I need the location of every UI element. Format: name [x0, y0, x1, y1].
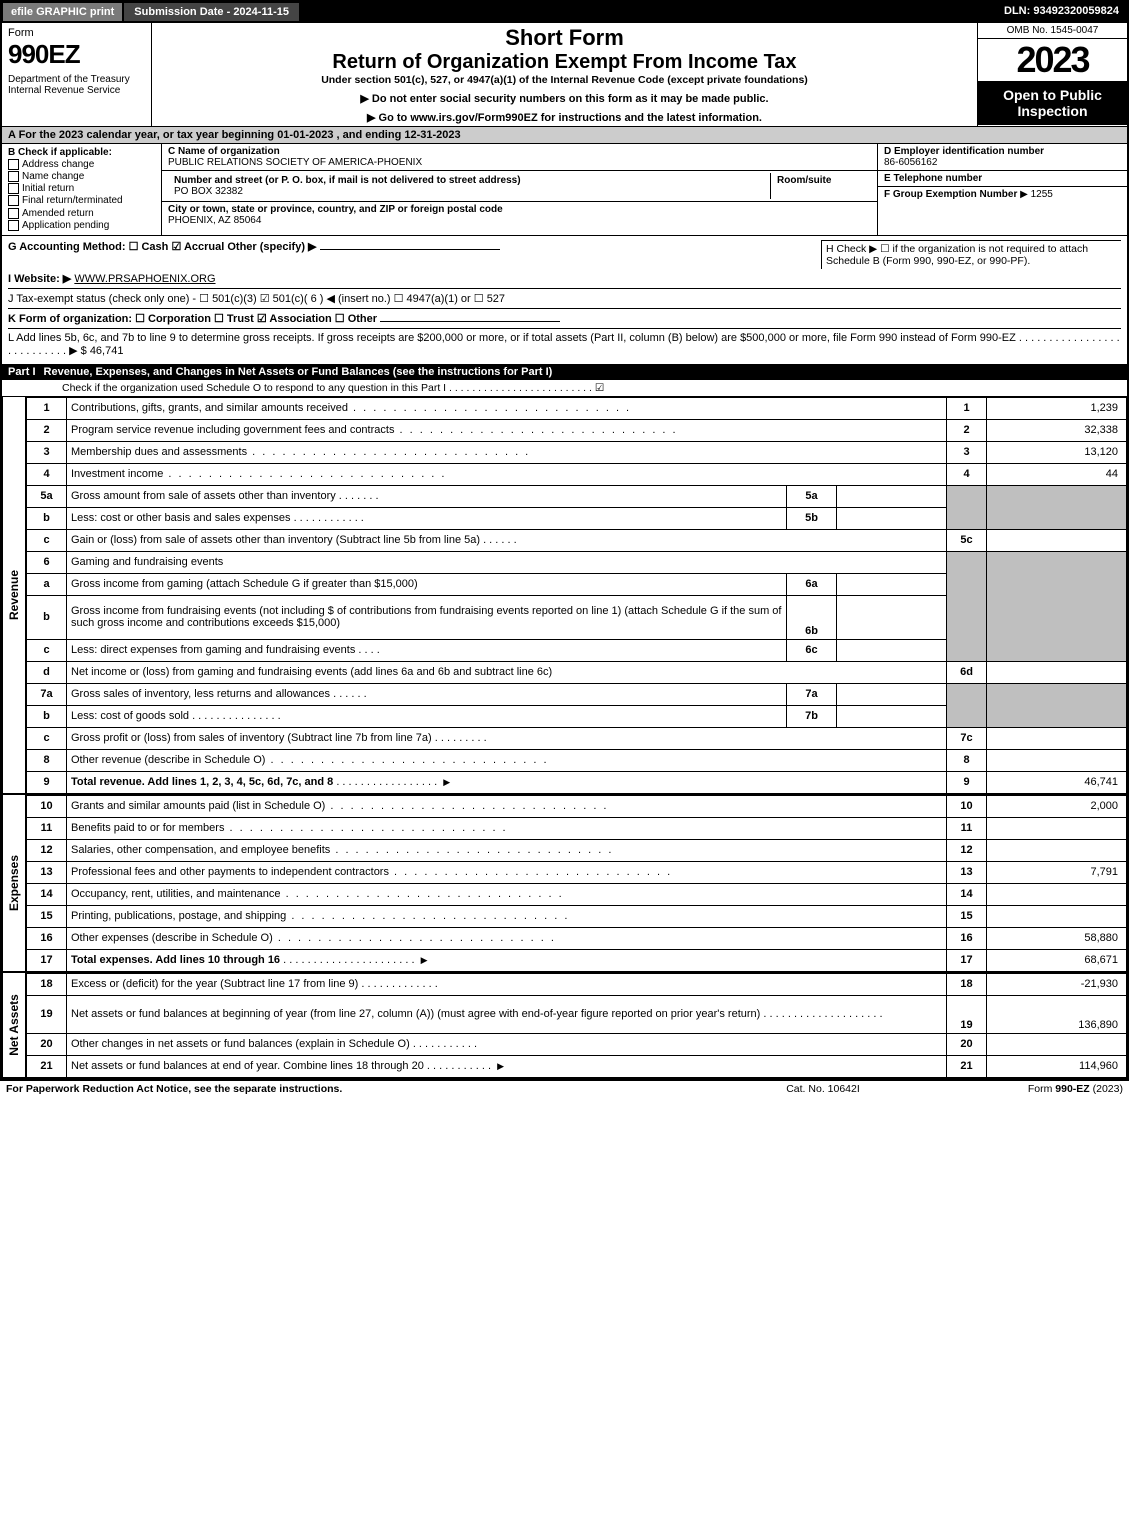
table-row: cGain or (loss) from sale of assets othe… [27, 529, 1127, 551]
chk-final-return[interactable]: Final return/terminated [8, 195, 155, 206]
chk-name-change[interactable]: Name change [8, 171, 155, 182]
c-street-value: PO BOX 32382 [174, 186, 243, 197]
header-center: Short Form Return of Organization Exempt… [152, 23, 977, 126]
table-row: 7aGross sales of inventory, less returns… [27, 683, 1127, 705]
table-row: 13Professional fees and other payments t… [27, 861, 1127, 883]
section-bcdef: B Check if applicable: Address change Na… [2, 143, 1127, 235]
netassets-side-label: Net Assets [2, 973, 26, 1078]
table-row: 4Investment income444 [27, 463, 1127, 485]
form-number: 990EZ [8, 39, 145, 70]
expenses-table: 10Grants and similar amounts paid (list … [26, 795, 1127, 972]
line-j: J Tax-exempt status (check only one) - ☐… [8, 292, 1121, 309]
instr-ssn: ▶ Do not enter social security numbers o… [160, 92, 969, 105]
c-street-label: Number and street (or P. O. box, if mail… [174, 175, 521, 186]
c-city-label: City or town, state or province, country… [168, 204, 503, 215]
c-name-label: C Name of organization [168, 146, 280, 157]
part-title: Revenue, Expenses, and Changes in Net As… [44, 366, 1121, 378]
part-i-subtitle: Check if the organization used Schedule … [2, 380, 1127, 397]
line-a: A For the 2023 calendar year, or tax yea… [2, 126, 1127, 143]
table-row: 8Other revenue (describe in Schedule O)8 [27, 749, 1127, 771]
f-group-label: F Group Exemption Number [884, 189, 1017, 200]
website-link[interactable]: WWW.PRSAPHOENIX.ORG [74, 273, 215, 285]
footer-right: Form 990-EZ (2023) [923, 1083, 1123, 1095]
table-row: dNet income or (loss) from gaming and fu… [27, 661, 1127, 683]
expenses-section: Expenses 10Grants and similar amounts pa… [2, 794, 1127, 972]
header-right: OMB No. 1545-0047 2023 Open to Public In… [977, 23, 1127, 126]
efile-print-button[interactable]: efile GRAPHIC print [2, 2, 123, 22]
table-row: cGross profit or (loss) from sales of in… [27, 727, 1127, 749]
short-form-title: Short Form [160, 25, 969, 51]
form-header: Form 990EZ Department of the Treasury In… [2, 22, 1127, 126]
line-h: H Check ▶ ☐ if the organization is not r… [821, 240, 1121, 269]
open-public: Open to Public Inspection [978, 81, 1127, 125]
table-row: 19Net assets or fund balances at beginni… [27, 995, 1127, 1033]
top-bar: efile GRAPHIC print Submission Date - 20… [2, 2, 1127, 22]
omb-number: OMB No. 1545-0047 [978, 23, 1127, 39]
instr-goto: ▶ Go to www.irs.gov/Form990EZ for instru… [160, 111, 969, 124]
submission-date: Submission Date - 2024-11-15 [123, 2, 300, 22]
chk-initial-return[interactable]: Initial return [8, 183, 155, 194]
table-row: 6Gaming and fundraising events [27, 551, 1127, 573]
revenue-side-label: Revenue [2, 397, 26, 794]
section-def: D Employer identification number 86-6056… [877, 144, 1127, 235]
section-c: C Name of organization PUBLIC RELATIONS … [162, 144, 877, 235]
table-row: 12Salaries, other compensation, and empl… [27, 839, 1127, 861]
table-row: 11Benefits paid to or for members11 [27, 817, 1127, 839]
table-row: 18Excess or (deficit) for the year (Subt… [27, 973, 1127, 995]
c-room-label: Room/suite [777, 175, 831, 186]
table-row: 10Grants and similar amounts paid (list … [27, 795, 1127, 817]
mid-section: G Accounting Method: ☐ Cash ☑ Accrual Ot… [2, 235, 1127, 364]
table-row: 21Net assets or fund balances at end of … [27, 1055, 1127, 1077]
table-row: 5aGross amount from sale of assets other… [27, 485, 1127, 507]
table-row: 17Total expenses. Add lines 10 through 1… [27, 949, 1127, 971]
header-left: Form 990EZ Department of the Treasury In… [2, 23, 152, 126]
line-l: L Add lines 5b, 6c, and 7b to line 9 to … [8, 332, 1121, 357]
revenue-table: 1Contributions, gifts, grants, and simil… [26, 397, 1127, 794]
b-title: B Check if applicable: [8, 147, 155, 158]
irs-link[interactable]: www.irs.gov/Form990EZ [410, 112, 537, 124]
d-ein-value: 86-6056162 [884, 157, 937, 168]
expenses-side-label: Expenses [2, 795, 26, 972]
return-title: Return of Organization Exempt From Incom… [160, 51, 969, 74]
form-container: efile GRAPHIC print Submission Date - 20… [0, 0, 1129, 1080]
table-row: 15Printing, publications, postage, and s… [27, 905, 1127, 927]
under-section: Under section 501(c), 527, or 4947(a)(1)… [160, 74, 969, 86]
netassets-table: 18Excess or (deficit) for the year (Subt… [26, 973, 1127, 1078]
line-i-label: I Website: ▶ [8, 273, 71, 285]
table-row: 16Other expenses (describe in Schedule O… [27, 927, 1127, 949]
table-row: 2Program service revenue including gover… [27, 419, 1127, 441]
table-row: 1Contributions, gifts, grants, and simil… [27, 397, 1127, 419]
revenue-section: Revenue 1Contributions, gifts, grants, a… [2, 397, 1127, 794]
part-i-header: Part I Revenue, Expenses, and Changes in… [2, 364, 1127, 380]
part-num: Part I [8, 366, 44, 378]
chk-address-change[interactable]: Address change [8, 159, 155, 170]
table-row: 14Occupancy, rent, utilities, and mainte… [27, 883, 1127, 905]
footer-center: Cat. No. 10642I [723, 1083, 923, 1095]
tax-year: 2023 [978, 39, 1127, 81]
c-city-value: PHOENIX, AZ 85064 [168, 215, 261, 226]
line-k: K Form of organization: ☐ Corporation ☐ … [8, 313, 377, 325]
chk-amended-return[interactable]: Amended return [8, 208, 155, 219]
e-phone-label: E Telephone number [884, 173, 982, 184]
page-footer: For Paperwork Reduction Act Notice, see … [0, 1080, 1129, 1097]
chk-application-pending[interactable]: Application pending [8, 220, 155, 231]
form-label: Form [8, 27, 145, 39]
footer-left: For Paperwork Reduction Act Notice, see … [6, 1083, 723, 1095]
c-name-value: PUBLIC RELATIONS SOCIETY OF AMERICA-PHOE… [168, 157, 422, 168]
f-group-value: ▶ 1255 [1020, 189, 1053, 200]
table-row: 3Membership dues and assessments313,120 [27, 441, 1127, 463]
line-g: G Accounting Method: ☐ Cash ☑ Accrual Ot… [8, 241, 317, 253]
table-row: 9Total revenue. Add lines 1, 2, 3, 4, 5c… [27, 771, 1127, 793]
netassets-section: Net Assets 18Excess or (deficit) for the… [2, 972, 1127, 1078]
dept-label: Department of the Treasury Internal Reve… [8, 74, 145, 96]
section-b: B Check if applicable: Address change Na… [2, 144, 162, 235]
d-ein-label: D Employer identification number [884, 146, 1044, 157]
dln-number: DLN: 93492320059824 [996, 2, 1127, 22]
table-row: 20Other changes in net assets or fund ba… [27, 1033, 1127, 1055]
